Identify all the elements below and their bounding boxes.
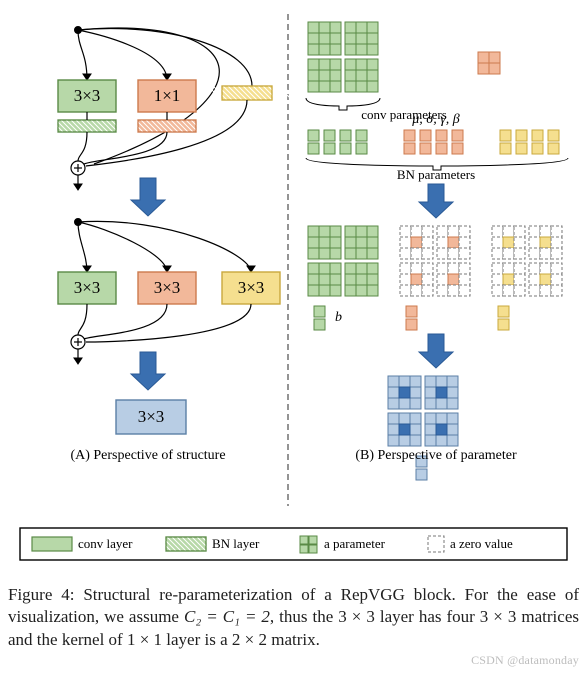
svg-text:BN layer: BN layer bbox=[212, 536, 260, 551]
svg-text:conv layer: conv layer bbox=[78, 536, 133, 551]
svg-text:3×3: 3×3 bbox=[154, 278, 181, 297]
svg-text:a parameter: a parameter bbox=[324, 536, 386, 551]
svg-text:a zero value: a zero value bbox=[450, 536, 513, 551]
svg-text:3×3: 3×3 bbox=[238, 278, 265, 297]
svg-text:3×3: 3×3 bbox=[74, 86, 101, 105]
svg-text:b: b bbox=[335, 310, 342, 325]
caption-math-1: C₂ = C₁ = 2 bbox=[184, 607, 270, 626]
svg-text:(B) Perspective of parameter: (B) Perspective of parameter bbox=[355, 448, 517, 463]
figure-4: 3×3 1×1 3×3 3×3 3×3 3×3 (A) Perspective of str… bbox=[8, 8, 579, 578]
figure-caption: Figure 4: Structural re-parameterization… bbox=[8, 584, 579, 651]
svg-text:BN parameters: BN parameters bbox=[397, 167, 475, 182]
svg-text:3×3: 3×3 bbox=[138, 407, 165, 426]
svg-text:3×3: 3×3 bbox=[74, 278, 101, 297]
svg-text:(A) Perspective of structure: (A) Perspective of structure bbox=[70, 448, 225, 463]
caption-prefix: Figure 4: bbox=[8, 585, 74, 604]
diagram-svg: 3×3 1×1 3×3 3×3 3×3 3×3 (A) Perspective of str… bbox=[8, 8, 579, 578]
watermark: CSDN @datamonday bbox=[8, 653, 579, 668]
svg-text:1×1: 1×1 bbox=[154, 86, 181, 105]
svg-text:μ, σ, γ, β: μ, σ, γ, β bbox=[411, 112, 459, 127]
